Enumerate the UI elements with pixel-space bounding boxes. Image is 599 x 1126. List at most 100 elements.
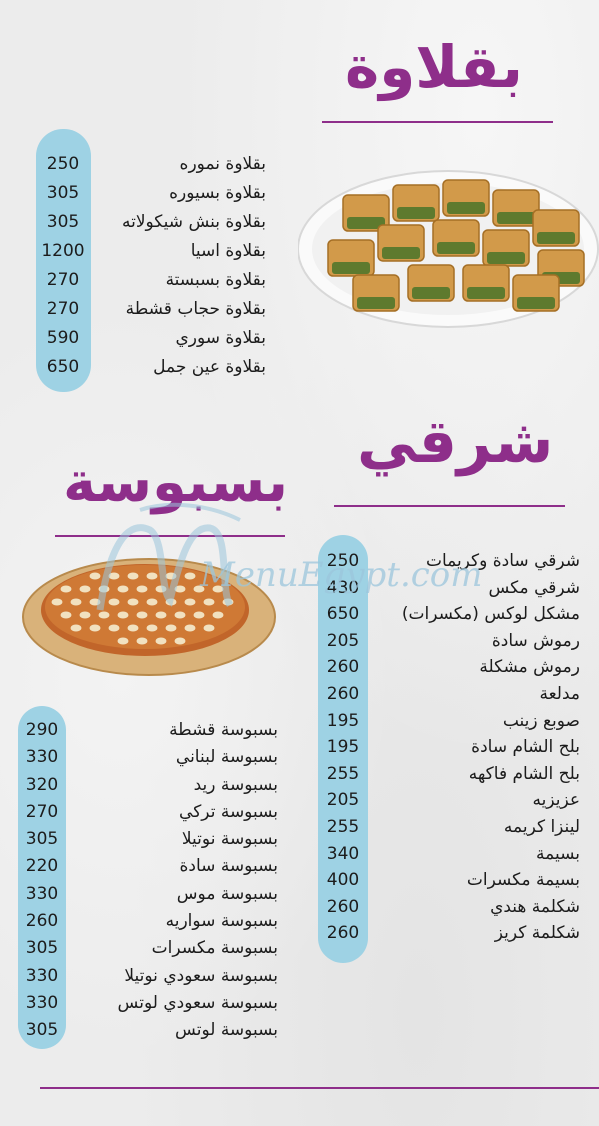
basbousa-menu-item: 305 بسبوسة نوتيلا bbox=[18, 826, 278, 853]
item-name: بقلاوة بسبستة bbox=[165, 270, 266, 290]
baklava-menu-list: 250 بقلاوة نموره 305 بقلاوة بسيوره 305 بقلاوة… bbox=[36, 150, 266, 382]
item-price: 400 bbox=[326, 870, 360, 891]
sharqi-menu-list: 250 شرقي سادة وكريمات 430 شرقي مكس 650 مشكل ل… bbox=[318, 548, 580, 947]
item-price: 305 bbox=[25, 1020, 59, 1041]
baklava-menu-item: 305 بقلاوة بنش شيكولاته bbox=[36, 208, 266, 237]
item-name: بسبوسة سواريه bbox=[165, 911, 278, 932]
item-price: 195 bbox=[326, 737, 360, 758]
sharqi-menu-item: 400 بسيمة مكسرات bbox=[318, 867, 580, 894]
baklava-menu-item: 1200 بقلاوة اسيا bbox=[36, 237, 266, 266]
item-price: 340 bbox=[326, 843, 360, 864]
baklava-title: بقلاوة bbox=[345, 33, 523, 101]
sharqi-menu-item: 195 صوبع زينب bbox=[318, 708, 580, 735]
item-name: بسبوسة سعودي لوتس bbox=[117, 992, 278, 1013]
sharqi-menu-item: 250 شرقي سادة وكريمات bbox=[318, 548, 580, 575]
item-price: 270 bbox=[46, 270, 80, 290]
baklava-menu-item: 250 بقلاوة نموره bbox=[36, 150, 266, 179]
item-price: 270 bbox=[25, 801, 59, 822]
item-price: 590 bbox=[46, 328, 80, 348]
item-price: 260 bbox=[326, 896, 360, 917]
sharqi-divider bbox=[334, 505, 565, 507]
item-name: بقلاوة بسيوره bbox=[169, 183, 266, 203]
watermark-text: MenuEgypt.com bbox=[200, 555, 483, 595]
sharqi-menu-item: 430 شرقي مكس bbox=[318, 575, 580, 602]
sharqi-title: شرقي bbox=[357, 407, 554, 477]
basbousa-menu-item: 330 بسبوسة سعودي لوتس bbox=[18, 990, 278, 1017]
baklava-plate-image bbox=[298, 170, 599, 328]
item-name: مشكل لوكس (مكسرات) bbox=[401, 604, 580, 625]
basbousa-menu-list: 290 بسبوسة قشطة 330 بسبوسة لبناني 320 بسبوسة … bbox=[18, 717, 278, 1045]
item-price: 255 bbox=[326, 816, 360, 837]
item-name: لينزا كريمه bbox=[503, 816, 580, 837]
basbousa-title: بسبوسة bbox=[63, 450, 289, 515]
item-price: 260 bbox=[326, 657, 360, 678]
item-price: 260 bbox=[25, 911, 59, 932]
sharqi-menu-item: 260 رموش مشكلة bbox=[318, 654, 580, 681]
item-name: رموش سادة bbox=[491, 630, 580, 651]
item-name: بلح الشام سادة bbox=[471, 737, 580, 758]
item-name: بقلاوة عين جمل bbox=[153, 357, 266, 377]
item-price: 270 bbox=[46, 299, 80, 319]
item-price: 260 bbox=[326, 923, 360, 944]
item-name: بسبوسة ريد bbox=[193, 774, 278, 795]
basbousa-menu-item: 260 بسبوسة سواريه bbox=[18, 908, 278, 935]
item-price: 220 bbox=[25, 856, 59, 877]
item-name: بسيمة مكسرات bbox=[466, 870, 580, 891]
item-name: بقلاوة نموره bbox=[179, 154, 266, 174]
item-name: بسبوسة سادة bbox=[179, 856, 278, 877]
sharqi-menu-item: 205 عزيزيه bbox=[318, 787, 580, 814]
item-price: 650 bbox=[46, 357, 80, 377]
item-name: شرقي سادة وكريمات bbox=[425, 551, 580, 571]
item-name: رموش مشكلة bbox=[479, 657, 580, 678]
item-price: 205 bbox=[326, 630, 360, 651]
item-price: 250 bbox=[46, 154, 80, 174]
item-name: شكلمة هندي bbox=[490, 896, 580, 917]
sharqi-menu-item: 255 بلح الشام فاكهه bbox=[318, 761, 580, 788]
basbousa-price-pill bbox=[18, 706, 66, 1049]
item-name: بسبوسة نوتيلا bbox=[181, 829, 278, 850]
item-name: مدلعة bbox=[539, 683, 580, 704]
basbousa-menu-item: 270 بسبوسة تركي bbox=[18, 799, 278, 826]
item-price: 195 bbox=[326, 710, 360, 731]
item-name: بقلاوة حجاب قشطة bbox=[125, 299, 266, 319]
item-name: عزيزيه bbox=[532, 790, 580, 811]
item-name: بقلاوة بنش شيكولاته bbox=[121, 212, 266, 232]
item-name: بلح الشام فاكهه bbox=[468, 763, 580, 784]
item-name: بسبوسة مكسرات bbox=[151, 938, 278, 959]
item-price: 650 bbox=[326, 604, 360, 625]
basbousa-menu-item: 290 بسبوسة قشطة bbox=[18, 717, 278, 744]
baklava-menu-item: 270 بقلاوة حجاب قشطة bbox=[36, 295, 266, 324]
item-name: بسيمة bbox=[536, 843, 580, 864]
item-price: 255 bbox=[326, 763, 360, 784]
item-name: بقلاوة اسيا bbox=[190, 241, 266, 261]
item-price: 430 bbox=[326, 577, 360, 598]
item-name: بسبوسة تركي bbox=[179, 801, 278, 822]
item-price: 260 bbox=[326, 683, 360, 704]
basbousa-menu-item: 305 بسبوسة مكسرات bbox=[18, 935, 278, 962]
item-price: 250 bbox=[326, 551, 360, 571]
baklava-menu-item: 650 بقلاوة عين جمل bbox=[36, 353, 266, 382]
basbousa-menu-item: 305 بسبوسة لوتس bbox=[18, 1017, 278, 1044]
sharqi-menu-item: 260 مدلعة bbox=[318, 681, 580, 708]
baklava-menu-item: 305 بقلاوة بسيوره bbox=[36, 179, 266, 208]
baklava-menu-item: 270 بقلاوة بسبستة bbox=[36, 266, 266, 295]
baklava-divider bbox=[322, 121, 553, 123]
item-price: 305 bbox=[25, 938, 59, 959]
basbousa-menu-item: 220 بسبوسة سادة bbox=[18, 853, 278, 880]
sharqi-menu-item: 205 رموش سادة bbox=[318, 628, 580, 655]
item-name: شرقي مكس bbox=[488, 577, 581, 598]
item-name: بقلاوة سوري bbox=[175, 328, 266, 348]
sharqi-menu-item: 255 لينزا كريمه bbox=[318, 814, 580, 841]
item-price: 290 bbox=[25, 720, 59, 740]
sharqi-price-pill bbox=[318, 535, 368, 963]
item-price: 320 bbox=[25, 774, 59, 795]
sharqi-menu-item: 340 بسيمة bbox=[318, 841, 580, 868]
sharqi-menu-item: 260 شكلمة هندي bbox=[318, 894, 580, 921]
baklava-price-pill bbox=[36, 129, 91, 392]
basbousa-menu-item: 330 بسبوسة موس bbox=[18, 881, 278, 908]
item-price: 305 bbox=[25, 829, 59, 850]
bottom-divider bbox=[40, 1087, 599, 1089]
basbousa-divider bbox=[55, 535, 285, 537]
item-price: 1200 bbox=[41, 241, 85, 261]
item-name: بسبوسة موس bbox=[176, 883, 278, 904]
